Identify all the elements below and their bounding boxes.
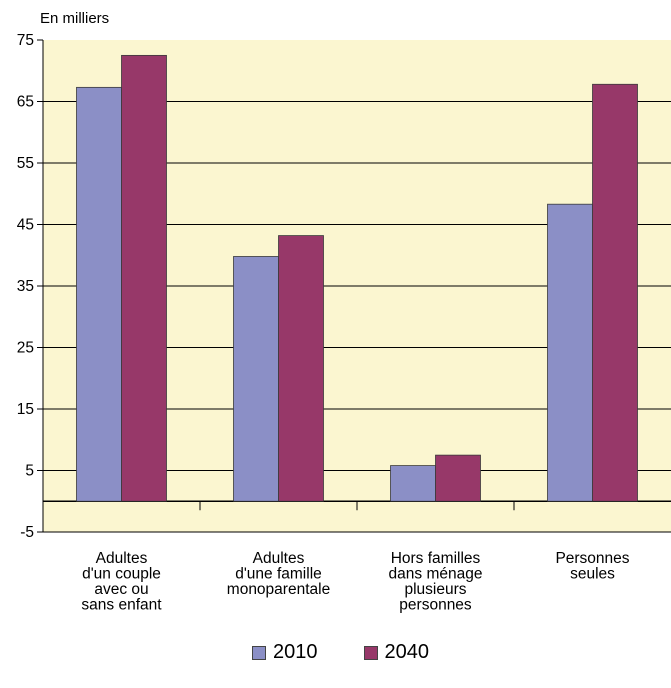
x-category-label: Personnes <box>555 550 629 567</box>
x-category-label: Hors familles <box>391 550 481 567</box>
y-axis-unit-label: En milliers <box>40 10 110 27</box>
legend-swatch-2010 <box>252 645 266 660</box>
y-tick-label: 65 <box>17 94 34 111</box>
x-category-label: plusieurs <box>404 581 466 598</box>
y-tick-label: -5 <box>20 524 34 541</box>
x-category-label: avec ou <box>94 581 148 598</box>
y-tick-label: 75 <box>17 32 34 49</box>
bar-2040-cat-4 <box>592 83 638 502</box>
y-tick-label: 35 <box>17 278 34 295</box>
bar-2040-cat-2 <box>278 235 324 502</box>
y-tick-label: 45 <box>17 217 34 234</box>
y-tick-label: 55 <box>17 155 34 172</box>
bar-2010-cat-2 <box>233 256 279 502</box>
legend-swatch-2040 <box>363 645 378 660</box>
y-tick-label: 5 <box>25 463 34 480</box>
legend-item-2010: 2010 <box>252 641 318 664</box>
legend-label-2040: 2040 <box>384 641 430 663</box>
x-category-label: seules <box>570 566 615 583</box>
y-tick-label: 25 <box>17 340 34 357</box>
bar-2010-cat-1 <box>76 86 122 502</box>
legend: 2010 2040 <box>252 641 429 664</box>
bar-2010-cat-4 <box>547 203 593 502</box>
x-category-label: dans ménage <box>389 566 483 583</box>
x-category-label: sans enfant <box>81 597 162 614</box>
x-category-label: personnes <box>399 597 472 614</box>
legend-item-2040: 2040 <box>363 641 430 664</box>
x-category-label: monoparentale <box>227 581 330 598</box>
bar-2010-cat-3 <box>390 465 436 502</box>
y-tick-label: 15 <box>17 401 34 418</box>
x-category-label: Adultes <box>253 550 305 567</box>
x-category-label: Adultes <box>96 550 148 567</box>
x-category-label: d'une famille <box>235 566 322 583</box>
legend-label-2010: 2010 <box>273 641 318 663</box>
bar-2040-cat-1 <box>121 54 167 502</box>
x-category-label: d'un couple <box>82 566 161 583</box>
bar-2040-cat-3 <box>435 454 481 502</box>
